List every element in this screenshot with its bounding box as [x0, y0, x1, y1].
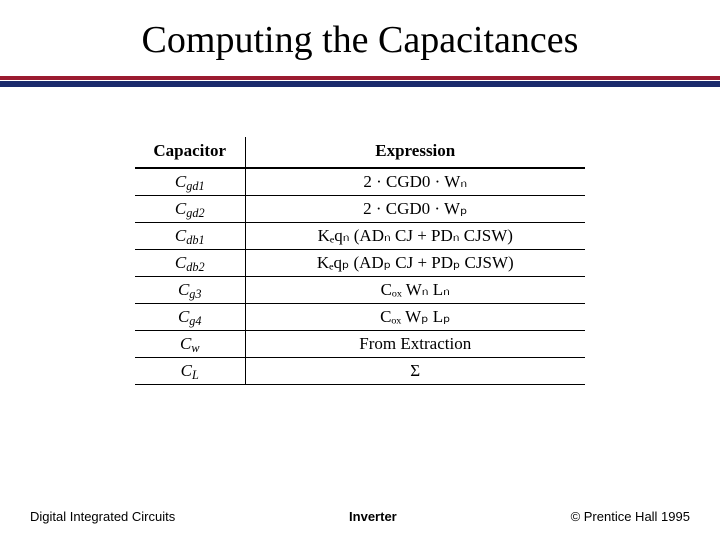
cap-name: Cgd1 — [135, 168, 245, 196]
cap-expr: From Extraction — [245, 331, 585, 358]
footer: Digital Integrated Circuits Inverter © P… — [0, 509, 720, 524]
cap-name: Cdb2 — [135, 250, 245, 277]
table-row: Cg3 Cₒₓ Wₙ Lₙ — [135, 277, 585, 304]
footer-left: Digital Integrated Circuits — [30, 509, 175, 524]
table-row: Cdb2 Kₑqₚ (ADₚ CJ + PDₚ CJSW) — [135, 250, 585, 277]
capacitance-table-area: Capacitor Expression Cgd1 2 · CGD0 · Wₙ … — [135, 137, 585, 385]
cap-name: Cdb1 — [135, 223, 245, 250]
table-row: Cg4 Cₒₓ Wₚ Lₚ — [135, 304, 585, 331]
col-header-capacitor: Capacitor — [135, 137, 245, 168]
cap-expr: Kₑqₙ (ADₙ CJ + PDₙ CJSW) — [245, 223, 585, 250]
table-row: Cw From Extraction — [135, 331, 585, 358]
divider-rules — [0, 76, 720, 87]
table-header-row: Capacitor Expression — [135, 137, 585, 168]
cap-expr: Cₒₓ Wₚ Lₚ — [245, 304, 585, 331]
cap-expr: Kₑqₚ (ADₚ CJ + PDₚ CJSW) — [245, 250, 585, 277]
footer-center: Inverter — [349, 509, 397, 524]
cap-name: Cg4 — [135, 304, 245, 331]
cap-name: Cw — [135, 331, 245, 358]
table-row: Cgd2 2 · CGD0 · Wₚ — [135, 196, 585, 223]
col-header-expression: Expression — [245, 137, 585, 168]
slide-title: Computing the Capacitances — [0, 0, 720, 76]
cap-name: Cgd2 — [135, 196, 245, 223]
rule-bottom — [0, 81, 720, 87]
cap-expr: Σ — [245, 358, 585, 385]
cap-name: CL — [135, 358, 245, 385]
cap-expr: 2 · CGD0 · Wₙ — [245, 168, 585, 196]
rule-top — [0, 76, 720, 80]
cap-name: Cg3 — [135, 277, 245, 304]
cap-expr: Cₒₓ Wₙ Lₙ — [245, 277, 585, 304]
table-row: CL Σ — [135, 358, 585, 385]
cap-expr: 2 · CGD0 · Wₚ — [245, 196, 585, 223]
table-row: Cdb1 Kₑqₙ (ADₙ CJ + PDₙ CJSW) — [135, 223, 585, 250]
capacitance-table: Capacitor Expression Cgd1 2 · CGD0 · Wₙ … — [135, 137, 585, 385]
footer-right: © Prentice Hall 1995 — [571, 509, 690, 524]
table-row: Cgd1 2 · CGD0 · Wₙ — [135, 168, 585, 196]
